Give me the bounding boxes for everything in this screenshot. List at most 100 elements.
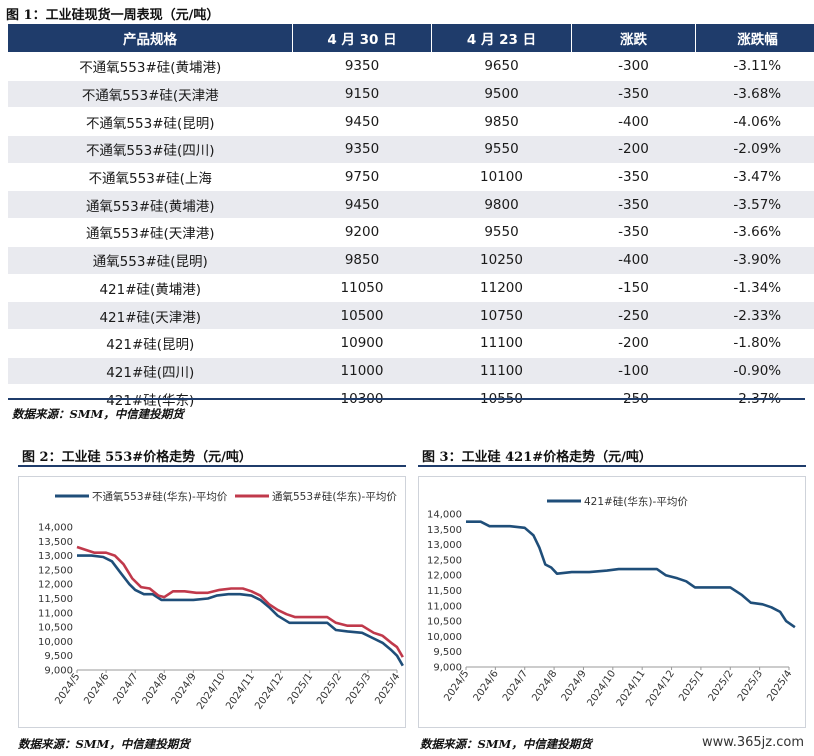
series-line-2: [76, 545, 404, 658]
col-header-apr23: 4 月 23 日: [431, 24, 572, 53]
y-tick-label: 9,000: [433, 663, 462, 674]
col-header-change: 涨跌: [571, 24, 696, 53]
cell-apr30: 9450: [292, 107, 432, 136]
cell-change-pct: -2.33%: [695, 301, 814, 330]
cell-change: -200: [571, 328, 696, 358]
y-tick-label: 12,500: [427, 555, 462, 566]
y-tick-label: 12,500: [38, 565, 73, 576]
cell-change: -150: [571, 273, 696, 302]
y-tick-label: 9,000: [44, 666, 73, 677]
y-tick-label: 13,000: [427, 540, 462, 551]
legend-label-1: 不通氧553#硅(华东)-平均价: [92, 490, 228, 503]
table-row: 421#硅(四川) 11000 11100 -100 -0.90%: [8, 356, 814, 385]
fig2-chart: 9,000 9,500 10,000 10,500 11,000 11,500 12,000…: [38, 490, 404, 712]
x-tick-label: 2024/7: [501, 668, 530, 703]
x-tick-label: 2025/2: [315, 671, 344, 706]
cell-change-pct: -3.90%: [695, 245, 814, 274]
cell-spec: 不通氧553#硅(四川): [8, 135, 293, 164]
cell-apr23: 9550: [431, 218, 572, 247]
table-row: 通氧553#硅(昆明) 9850 10250 -400 -3.90%: [8, 245, 814, 274]
cell-apr30: 9200: [292, 218, 432, 247]
table-bottom-rule: [8, 398, 805, 400]
cell-spec: 通氧553#硅(昆明): [8, 245, 293, 274]
fig2-title: 图 2：工业硅 553#价格走势（元/吨）: [22, 450, 252, 465]
cell-change: -350: [571, 162, 696, 191]
x-tick-label: 2025/1: [677, 668, 706, 703]
cell-apr30: 9450: [292, 190, 432, 219]
x-tick-label: 2024/5: [442, 668, 471, 703]
cell-apr23: 10750: [431, 301, 572, 330]
cell-apr30: 10900: [292, 328, 432, 358]
cell-apr23: 9650: [431, 52, 572, 81]
cell-spec: 通氧553#硅(黄埔港): [8, 190, 293, 219]
cell-apr30: 9350: [292, 52, 432, 81]
y-tick-label: 9,500: [433, 647, 462, 658]
cell-apr30: 9350: [292, 135, 432, 164]
table-header-row: 产品规格 4 月 30 日 4 月 23 日 涨跌 涨跌幅: [8, 24, 814, 53]
x-tick-label: 2024/10: [585, 668, 618, 708]
y-tick-label: 11,000: [427, 601, 462, 612]
y-tick-label: 12,000: [38, 580, 73, 591]
x-tick-label: 2024/8: [141, 671, 170, 706]
y-tick-label: 14,000: [38, 523, 73, 534]
cell-change: -300: [571, 52, 696, 81]
cell-apr23: 10100: [431, 162, 572, 191]
legend-label-2: 通氧553#硅(华东)-平均价: [272, 490, 397, 503]
y-tick-label: 13,500: [427, 525, 462, 536]
fig3-title: 图 3：工业硅 421#价格走势（元/吨）: [422, 450, 652, 465]
fig3-source: 数据来源：SMM，中信建投期货: [420, 737, 592, 751]
y-tick-label: 9,500: [44, 651, 73, 662]
x-tick-label: 2024/11: [615, 668, 648, 708]
cell-apr23: 11200: [431, 273, 572, 302]
series-line-1: [77, 554, 404, 667]
y-tick-label: 10,500: [427, 617, 462, 628]
y-tick-label: 10,000: [38, 637, 73, 648]
cell-change: -350: [571, 218, 696, 247]
cell-spec: 421#硅(昆明): [8, 328, 293, 358]
fig1-source: 数据来源：SMM，中信建投期货: [12, 407, 184, 421]
y-tick-label: 10,500: [38, 623, 73, 634]
y-tick-label: 12,000: [427, 571, 462, 582]
cell-change: -100: [571, 356, 696, 385]
cell-apr30: 11050: [292, 273, 432, 302]
cell-change: -200: [571, 135, 696, 164]
x-tick-label: 2025/2: [707, 668, 736, 703]
x-tick-label: 2025/3: [344, 671, 373, 706]
cell-spec: 421#硅(黄埔港): [8, 273, 293, 302]
x-tick-label: 2025/4: [765, 668, 794, 703]
cell-change-pct: -0.90%: [695, 356, 814, 385]
y-tick-label: 13,000: [38, 551, 73, 562]
col-header-change-pct: 涨跌幅: [695, 24, 814, 53]
fig3-title-rule: [418, 465, 806, 467]
x-tick-label: 2025/1: [286, 671, 315, 706]
cell-change-pct: -3.47%: [695, 162, 814, 191]
fig3-chart-frame: 9,000 9,500 10,000 10,500 11,000 11,500 12,000…: [418, 476, 806, 728]
table-row: 通氧553#硅(黄埔港) 9450 9800 -350 -3.57%: [8, 190, 814, 219]
cell-apr23: 9800: [431, 190, 572, 219]
cell-spec: 通氧553#硅(天津港): [8, 218, 293, 247]
y-tick-label: 11,000: [38, 608, 73, 619]
table-row: 不通氧553#硅(上海 9750 10100 -350 -3.47%: [8, 162, 814, 191]
series-line-1: [466, 520, 796, 629]
cell-apr23: 11100: [431, 328, 572, 358]
cell-apr23: 9850: [431, 107, 572, 136]
cell-apr30: 9150: [292, 79, 432, 108]
y-tick-label: 11,500: [38, 594, 73, 605]
x-tick-label: 2024/6: [82, 671, 111, 706]
cell-apr30: 11000: [292, 356, 432, 385]
x-tick-label: 2024/12: [253, 671, 286, 711]
x-tick-label: 2024/9: [170, 671, 199, 706]
table-row: 不通氧553#硅(四川) 9350 9550 -200 -2.09%: [8, 135, 814, 164]
table-row: 不通氧553#硅(天津港 9150 9500 -350 -3.68%: [8, 79, 814, 108]
x-tick-label: 2024/12: [644, 668, 677, 708]
cell-change: -250: [571, 301, 696, 330]
cell-change-pct: -1.80%: [695, 328, 814, 358]
x-tick-label: 2024/9: [560, 668, 589, 703]
x-tick-label: 2024/8: [530, 668, 559, 703]
cell-apr23: 9500: [431, 79, 572, 108]
y-tick-label: 11,500: [427, 586, 462, 597]
cell-change-pct: -3.66%: [695, 218, 814, 247]
cell-apr30: 10500: [292, 301, 432, 330]
cell-apr23: 10250: [431, 245, 572, 274]
cell-spec: 不通氧553#硅(黄埔港): [8, 52, 293, 81]
